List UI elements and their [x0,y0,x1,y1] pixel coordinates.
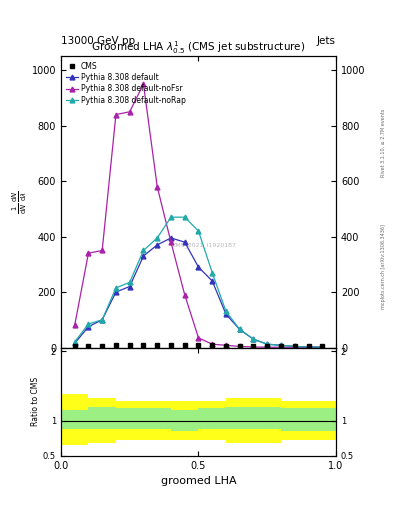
Pythia 8.308 default-noFsr [72,322,77,328]
Pythia 8.308 default-noRap [86,321,91,327]
Pythia 8.308 default [210,278,215,284]
Pythia 8.308 default-noRap [320,344,325,350]
Pythia 8.308 default-noFsr [251,344,256,350]
Pythia 8.308 default [237,327,242,333]
Pythia 8.308 default-noRap [292,344,297,350]
CMS [100,343,105,349]
Pythia 8.308 default [292,344,297,350]
Pythia 8.308 default [196,264,201,270]
Text: Rivet 3.1.10, ≥ 2.7M events: Rivet 3.1.10, ≥ 2.7M events [381,109,386,178]
Pythia 8.308 default [224,311,228,317]
Pythia 8.308 default [279,342,283,348]
CMS [72,343,77,349]
CMS [279,343,283,349]
CMS [265,343,270,349]
Pythia 8.308 default [320,344,325,350]
CMS [251,343,256,349]
CMS [86,343,91,349]
Pythia 8.308 default-noRap [72,339,77,345]
Pythia 8.308 default [155,242,160,248]
CMS [114,342,118,348]
Pythia 8.308 default-noFsr [141,81,146,87]
Pythia 8.308 default-noRap [100,317,105,323]
Pythia 8.308 default-noFsr [320,344,325,350]
Pythia 8.308 default-noFsr [224,342,228,348]
Pythia 8.308 default-noRap [251,336,256,342]
Pythia 8.308 default-noRap [169,214,173,220]
Pythia 8.308 default-noRap [237,327,242,333]
Pythia 8.308 default [182,239,187,245]
CMS [237,343,242,349]
CMS [320,343,325,349]
Pythia 8.308 default-noRap [114,285,118,291]
Pythia 8.308 default [86,324,91,330]
Pythia 8.308 default-noFsr [114,112,118,118]
Pythia 8.308 default [127,284,132,290]
Legend: CMS, Pythia 8.308 default, Pythia 8.308 default-noFsr, Pythia 8.308 default-noRa: CMS, Pythia 8.308 default, Pythia 8.308 … [65,60,187,106]
Pythia 8.308 default-noRap [306,344,311,350]
Pythia 8.308 default [265,341,270,347]
Line: Pythia 8.308 default: Pythia 8.308 default [72,236,325,350]
Y-axis label: $\frac{1}{\mathrm{d}N}\,\frac{\mathrm{d}N}{\mathrm{d}\lambda}$: $\frac{1}{\mathrm{d}N}\,\frac{\mathrm{d}… [11,190,29,214]
Pythia 8.308 default-noFsr [237,344,242,350]
Pythia 8.308 default [251,336,256,342]
Pythia 8.308 default-noFsr [265,344,270,350]
Pythia 8.308 default-noRap [279,342,283,348]
Text: CMS_2021_I1920187: CMS_2021_I1920187 [171,243,237,248]
Pythia 8.308 default-noFsr [127,109,132,115]
Pythia 8.308 default-noRap [265,341,270,347]
X-axis label: groomed LHA: groomed LHA [161,476,236,486]
Pythia 8.308 default-noFsr [86,250,91,257]
Text: 13000 GeV pp: 13000 GeV pp [61,36,135,46]
Pythia 8.308 default-noFsr [292,344,297,350]
Pythia 8.308 default-noFsr [182,292,187,298]
Pythia 8.308 default [72,340,77,347]
CMS [292,343,297,349]
Line: Pythia 8.308 default-noFsr: Pythia 8.308 default-noFsr [72,81,325,350]
Pythia 8.308 default [141,253,146,259]
Pythia 8.308 default-noFsr [100,247,105,253]
Pythia 8.308 default-noRap [127,279,132,285]
Pythia 8.308 default [306,344,311,350]
Pythia 8.308 default-noRap [141,247,146,253]
Text: Jets: Jets [317,36,336,46]
CMS [182,342,187,348]
CMS [224,343,228,349]
CMS [169,342,173,348]
Pythia 8.308 default-noRap [155,235,160,241]
Pythia 8.308 default-noFsr [196,335,201,341]
Pythia 8.308 default-noFsr [169,239,173,245]
Line: CMS: CMS [72,343,325,349]
Pythia 8.308 default [100,317,105,323]
CMS [155,342,160,348]
Pythia 8.308 default-noFsr [210,341,215,347]
Pythia 8.308 default-noRap [182,214,187,220]
CMS [127,342,132,348]
CMS [306,343,311,349]
Title: Groomed LHA $\lambda^{1}_{0.5}$ (CMS jet substructure): Groomed LHA $\lambda^{1}_{0.5}$ (CMS jet… [91,39,306,56]
Pythia 8.308 default-noFsr [306,344,311,350]
Pythia 8.308 default-noRap [210,269,215,275]
Pythia 8.308 default-noFsr [155,184,160,190]
Text: mcplots.cern.ch [arXiv:1306.3436]: mcplots.cern.ch [arXiv:1306.3436] [381,224,386,309]
Pythia 8.308 default [169,235,173,241]
Pythia 8.308 default-noFsr [279,344,283,350]
Pythia 8.308 default [114,289,118,295]
Pythia 8.308 default-noRap [196,228,201,234]
CMS [141,342,146,348]
Y-axis label: Ratio to CMS: Ratio to CMS [31,377,40,426]
CMS [196,342,201,348]
Pythia 8.308 default-noRap [224,308,228,314]
CMS [210,342,215,348]
Line: Pythia 8.308 default-noRap: Pythia 8.308 default-noRap [72,215,325,350]
